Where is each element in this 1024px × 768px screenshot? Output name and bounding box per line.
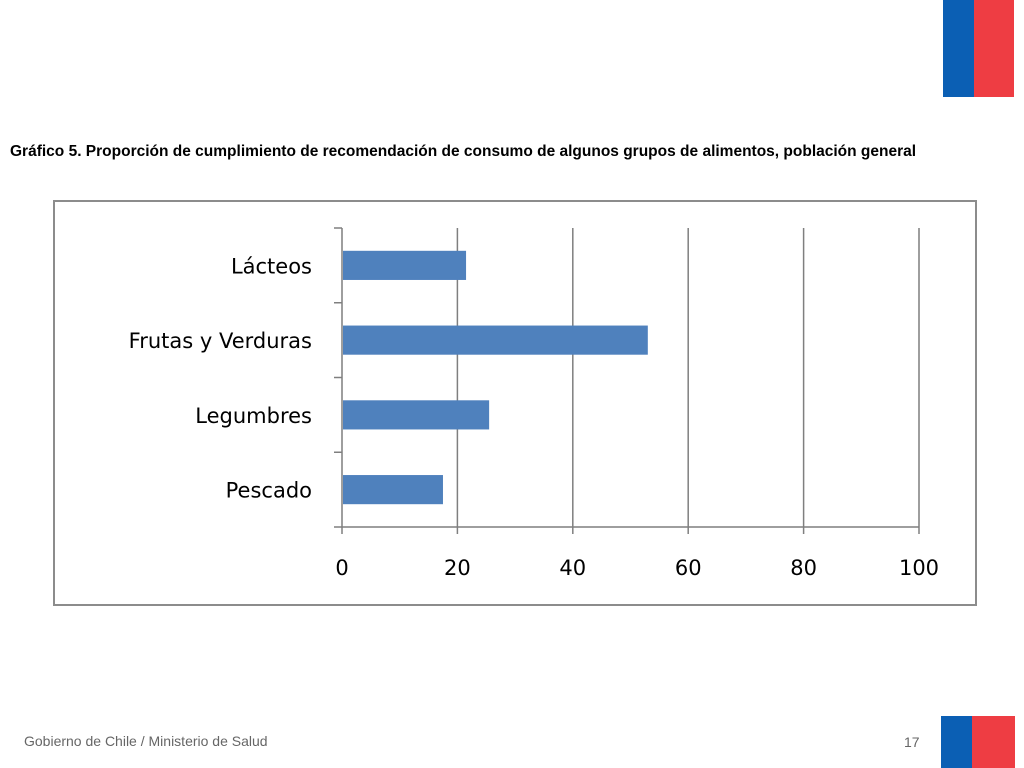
flag-red-stripe [972, 716, 1015, 768]
chart-title: Gráfico 5. Proporción de cumplimiento de… [10, 143, 917, 160]
chile-flag-top [943, 0, 1014, 97]
x-tick-label: 80 [790, 556, 817, 580]
bar [343, 250, 467, 280]
category-label: Legumbres [195, 404, 312, 428]
bar [343, 325, 648, 355]
chile-flag-bottom [941, 716, 1015, 768]
flag-blue-stripe [941, 716, 972, 768]
flag-blue-stripe [943, 0, 974, 97]
x-tick-label: 40 [559, 556, 586, 580]
bar [343, 400, 490, 430]
chart-frame [53, 200, 977, 606]
category-label: Pescado [226, 479, 312, 503]
category-label: Frutas y Verduras [129, 329, 312, 353]
category-label: Lácteos [231, 254, 312, 278]
x-tick-label: 0 [335, 556, 348, 580]
page-number: 17 [904, 734, 920, 750]
x-tick-label: 100 [899, 556, 939, 580]
x-tick-label: 20 [444, 556, 471, 580]
footer-org: Gobierno de Chile / Ministerio de Salud [24, 733, 268, 749]
flag-red-stripe [974, 0, 1014, 97]
x-tick-label: 60 [675, 556, 702, 580]
bar [343, 475, 443, 505]
